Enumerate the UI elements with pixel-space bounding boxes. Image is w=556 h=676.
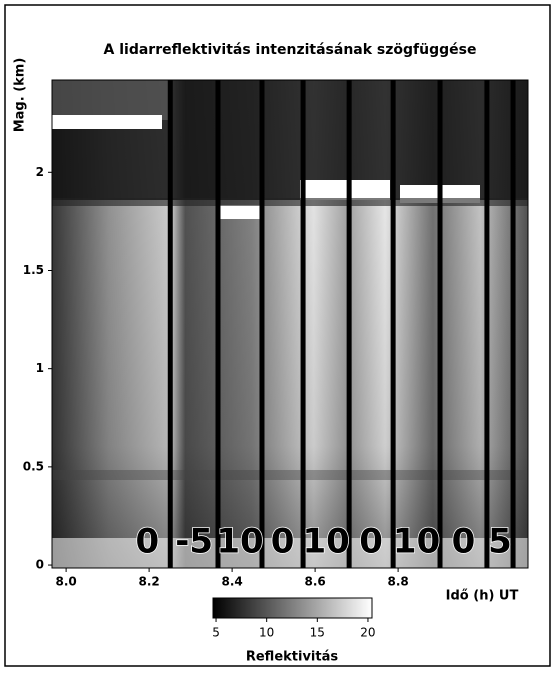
segment-label: 5 xyxy=(488,522,512,562)
x-tick-label: 8.2 xyxy=(138,575,159,589)
segment-label: 10 xyxy=(216,522,263,562)
x-axis-label: Idő (h) UT xyxy=(446,589,519,604)
colorbar-tick-label: 10 xyxy=(259,626,274,640)
segment-label: 0 xyxy=(271,522,295,562)
frame xyxy=(4,4,551,667)
x-tick-label: 8.0 xyxy=(55,575,76,589)
y-tick-label: 1 xyxy=(36,361,44,375)
y-axis-label: Mag. (km) xyxy=(13,58,28,133)
colorbar-label: Reflektivitás xyxy=(246,650,339,665)
colorbar-tick-label: 15 xyxy=(310,626,325,640)
y-tick-label: 0.5 xyxy=(23,459,44,473)
y-tick-label: 1.5 xyxy=(23,263,44,277)
x-tick-label: 8.8 xyxy=(387,575,408,589)
segment-label: 10 xyxy=(302,522,349,562)
segment-label: -5 xyxy=(175,522,213,562)
lidar-image xyxy=(52,80,528,568)
plot-border xyxy=(51,79,529,569)
colorbar-tick-label: 5 xyxy=(212,626,220,640)
x-tick-label: 8.6 xyxy=(304,575,325,589)
segment-label: 10 xyxy=(393,522,440,562)
y-tick-label: 0 xyxy=(36,558,44,572)
segment-label: 0 xyxy=(452,522,476,562)
colorbar xyxy=(212,597,373,619)
colorbar-tick-label: 20 xyxy=(360,626,375,640)
segment-label: 0 xyxy=(359,522,383,562)
chart-title: A lidarreflektivitás intenzitásának szög… xyxy=(104,42,477,58)
y-tick-label: 2 xyxy=(36,165,44,179)
x-tick-label: 8.4 xyxy=(221,575,242,589)
segment-label: 0 xyxy=(135,522,159,562)
